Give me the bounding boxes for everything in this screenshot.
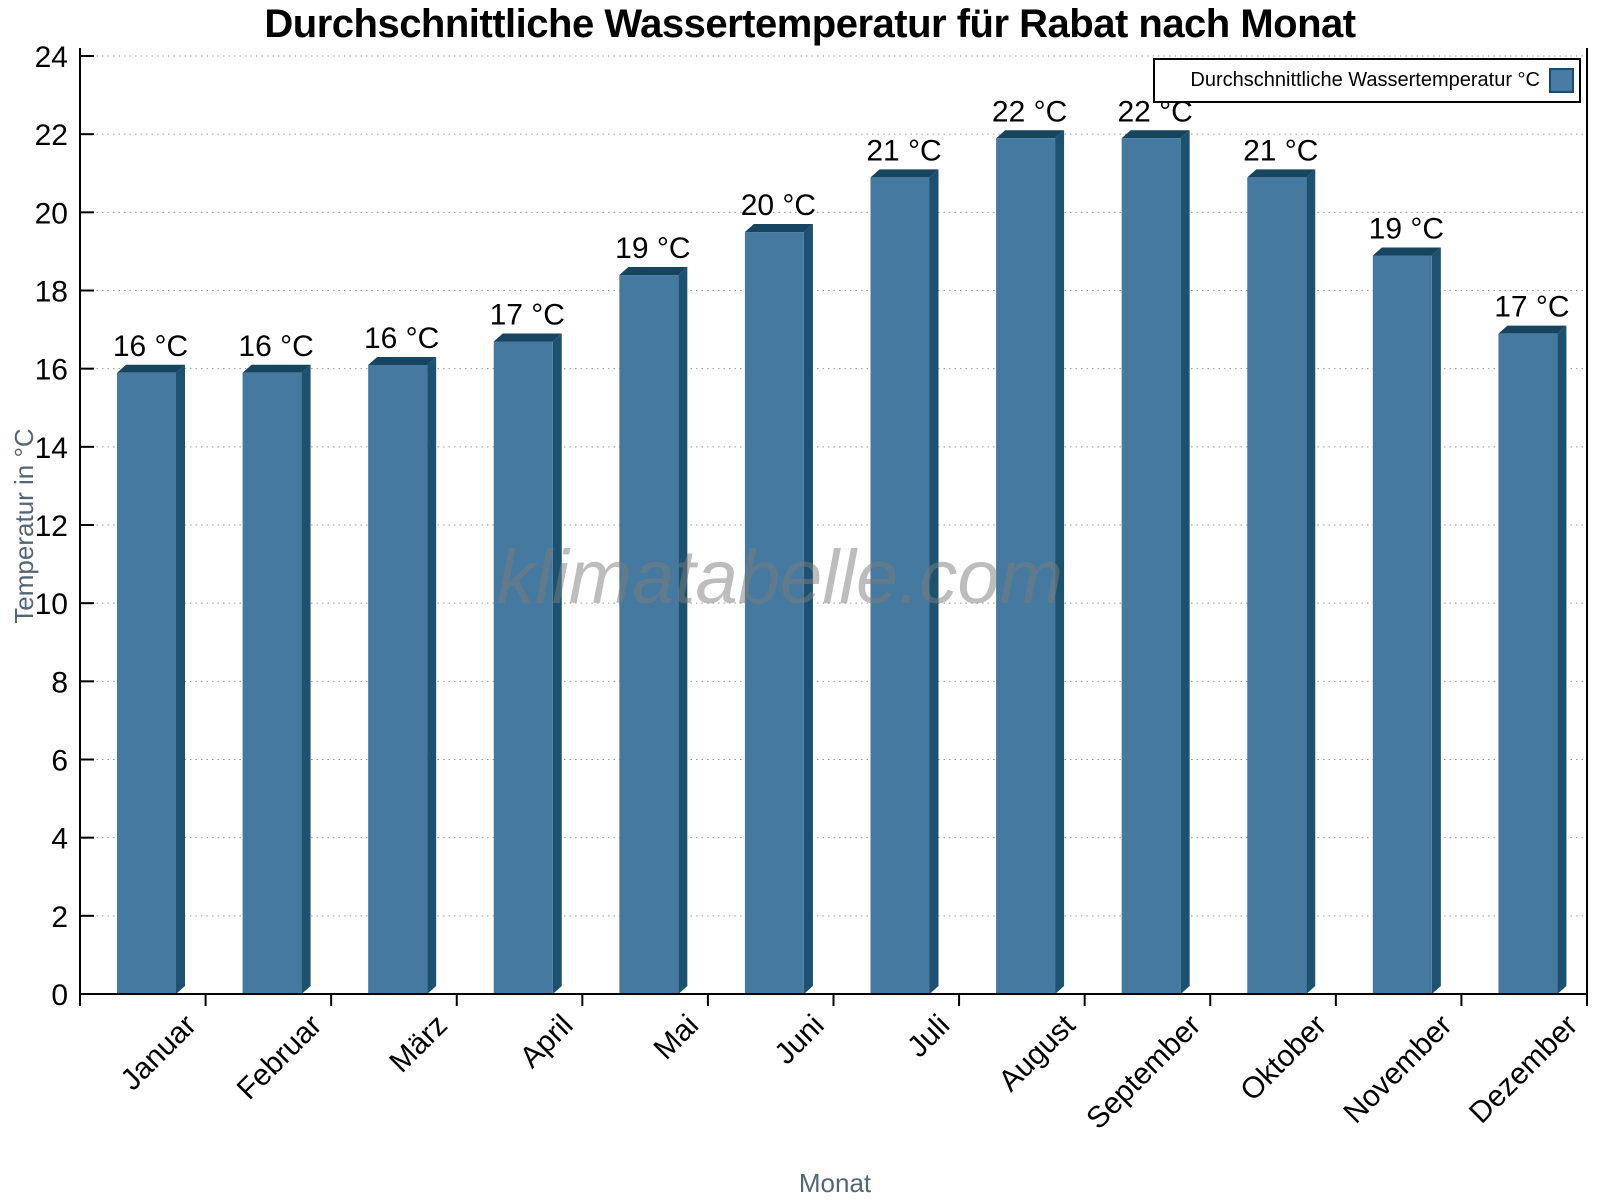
bar-top-face	[1247, 169, 1316, 178]
bar-top-face	[1498, 325, 1567, 334]
y-tick-label: 4	[51, 823, 68, 856]
bar-top-face	[744, 224, 813, 233]
bar-value-label: 16 °C	[113, 330, 188, 363]
bar-value-label: 22 °C	[992, 95, 1067, 128]
bar	[493, 341, 553, 994]
x-month-label: August	[992, 1008, 1082, 1098]
x-month-label: Januar	[115, 1009, 203, 1097]
bar-side-face	[301, 364, 311, 995]
y-axis-title: Temperatur in °C	[9, 428, 39, 624]
bar-top-face	[996, 130, 1065, 139]
x-month-label: März	[383, 1009, 453, 1079]
bar-side-face	[1557, 325, 1567, 994]
bar	[1121, 138, 1181, 995]
y-tick-label: 20	[35, 197, 68, 230]
y-tick-label: 24	[35, 41, 68, 74]
y-tick-label: 22	[35, 119, 68, 152]
bar	[744, 232, 804, 994]
bar-value-label: 19 °C	[615, 232, 690, 265]
x-month-label: Dezember	[1463, 1009, 1584, 1130]
bar-value-label: 20 °C	[741, 189, 816, 222]
y-tick-label: 0	[51, 979, 68, 1012]
bar-value-label: 19 °C	[1369, 213, 1444, 246]
bar-side-face	[552, 333, 562, 994]
bar-value-label: 16 °C	[238, 330, 313, 363]
bar-value-label: 21 °C	[866, 134, 941, 167]
x-month-label: Juli	[901, 1009, 956, 1064]
bar-top-face	[493, 333, 562, 342]
legend-label: Durchschnittliche Wassertemperatur °C	[1190, 69, 1540, 91]
bar-top-face	[870, 169, 939, 178]
bar-side-face	[929, 169, 939, 994]
bar-top-face	[368, 356, 437, 365]
bar-value-label: 17 °C	[490, 298, 565, 331]
bar-side-face	[176, 364, 185, 995]
y-tick-label: 12	[35, 510, 68, 543]
bar-side-face	[1180, 130, 1190, 995]
y-tick-label: 18	[35, 276, 68, 309]
y-tick-label: 14	[35, 432, 68, 465]
bar-side-face	[678, 267, 688, 994]
x-month-label: Oktober	[1234, 1009, 1333, 1108]
bar-top-face	[1372, 247, 1441, 256]
x-month-label: Februar	[231, 1009, 329, 1107]
y-tick-label: 10	[35, 588, 68, 621]
bar	[1247, 177, 1307, 994]
bar-side-face	[1306, 169, 1316, 994]
bar-top-face	[1121, 130, 1190, 139]
y-tick-label: 6	[51, 745, 68, 778]
x-month-label: Juni	[768, 1009, 830, 1071]
legend-swatch-icon	[1549, 68, 1574, 93]
legend: Durchschnittliche Wassertemperatur °C	[1153, 58, 1581, 103]
bar	[117, 372, 176, 995]
bar	[996, 138, 1056, 995]
y-tick-label: 16	[35, 354, 68, 387]
y-tick-label: 8	[51, 666, 68, 699]
x-axis-title: Monat	[798, 1168, 872, 1198]
bar-value-label: 21 °C	[1243, 134, 1318, 167]
bar-side-face	[1431, 247, 1441, 995]
bar-value-label: 16 °C	[364, 322, 439, 355]
bar	[619, 275, 679, 994]
bar-value-label: 17 °C	[1494, 291, 1569, 324]
bar-top-face	[117, 364, 185, 373]
bar	[870, 177, 930, 994]
bar	[1498, 333, 1558, 994]
x-month-label: Mai	[648, 1009, 706, 1067]
x-month-label: April	[514, 1009, 580, 1075]
y-tick-label: 2	[51, 901, 68, 934]
bar-side-face	[1055, 130, 1065, 995]
chart-title: Durchschnittliche Wassertemperatur für R…	[264, 2, 1356, 46]
x-month-label: September	[1080, 1009, 1207, 1136]
bar-top-face	[242, 364, 311, 373]
bar-side-face	[803, 224, 813, 994]
bar	[242, 372, 302, 995]
x-month-label: November	[1337, 1009, 1458, 1130]
bar	[368, 364, 428, 995]
bar	[1372, 255, 1432, 995]
bar-side-face	[427, 356, 437, 995]
bar-top-face	[619, 267, 688, 276]
